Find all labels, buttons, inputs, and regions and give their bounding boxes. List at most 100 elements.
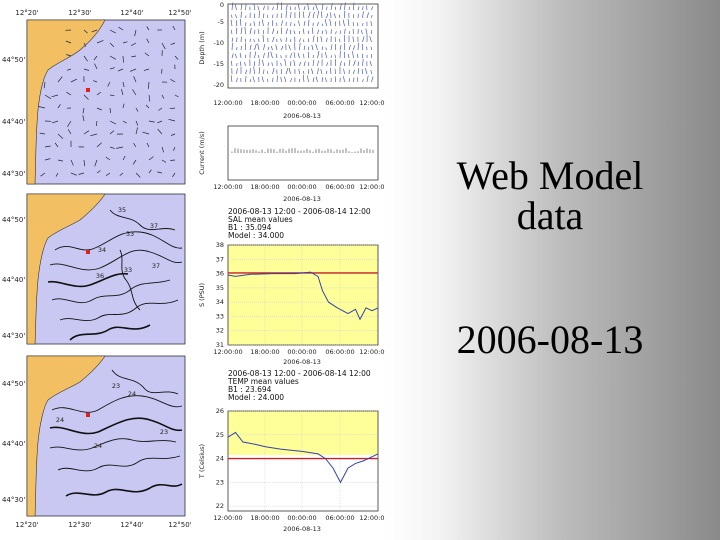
- current-arrow: [161, 42, 166, 50]
- contour-label: 23: [112, 382, 120, 390]
- current-stick: [362, 22, 364, 27]
- current-stick: [339, 45, 342, 51]
- current-stick: [335, 31, 337, 35]
- current-stick: [258, 10, 260, 19]
- current-stick: [231, 37, 234, 43]
- current-arrow: [78, 172, 85, 175]
- depth-profile-plot: Depth (m) 0 -5 -10 -15 -20 12:00:00 18:0…: [192, 0, 385, 120]
- current-stick: [263, 5, 265, 11]
- current-stick: [285, 67, 289, 75]
- lon-label: 12°20': [15, 9, 38, 17]
- x-tick-label: 00:00:00: [287, 514, 316, 522]
- current-arrow: [146, 142, 150, 148]
- current-arrow: [168, 118, 176, 122]
- current-stick: [231, 53, 234, 59]
- current-stick: [303, 70, 305, 75]
- current-arrow: [83, 42, 87, 47]
- current-stick: [352, 51, 354, 59]
- current-stick: [249, 23, 252, 27]
- current-stick: [321, 3, 324, 11]
- current-stick: [236, 47, 238, 51]
- current-arrow: [122, 55, 124, 63]
- current-arrow: [83, 159, 86, 167]
- current-stick: [244, 62, 246, 67]
- current-stick: [236, 68, 238, 75]
- current-stick: [290, 53, 292, 59]
- current-stick: [356, 77, 359, 83]
- current-arrow: [170, 78, 176, 83]
- current-stick: [235, 53, 237, 59]
- current-stick: [343, 76, 345, 83]
- current-stick: [317, 60, 319, 67]
- header-line: B1 : 23.694: [228, 385, 272, 394]
- y-axis-label: S (PSU): [198, 283, 206, 307]
- current-arrow: [109, 146, 115, 149]
- current-stick: [244, 26, 246, 35]
- current-arrow: [122, 41, 128, 44]
- current-arrow: [96, 107, 102, 111]
- current-arrow: [133, 143, 137, 148]
- current-stick: [270, 51, 273, 59]
- current-stick: [348, 59, 351, 67]
- current-stick: [276, 75, 278, 83]
- contour-label: 35: [118, 206, 126, 214]
- current-stick: [280, 62, 282, 67]
- current-arrow: [148, 120, 155, 123]
- lat-label: 44°30': [2, 332, 25, 340]
- current-stick: [245, 22, 247, 27]
- current-arrow: [174, 55, 179, 60]
- current-stick: [303, 6, 306, 11]
- current-stick: [348, 78, 351, 83]
- current-stick: [267, 46, 270, 51]
- current-stick: [245, 75, 247, 83]
- current-arrow: [172, 172, 176, 178]
- current-stick: [302, 74, 305, 83]
- current-stick: [285, 4, 288, 11]
- current-stick: [366, 75, 369, 83]
- current-stick: [235, 14, 237, 19]
- current-stick: [339, 30, 341, 35]
- current-stick: [315, 4, 318, 11]
- current-arrow: [109, 55, 117, 60]
- date-label: 2006-08-13: [283, 525, 321, 533]
- x-ticks: 12:00:00 18:00:00 00:00:00 06:00:00 12:0…: [213, 183, 385, 191]
- current-stick: [321, 23, 324, 27]
- current-arrow: [119, 172, 124, 176]
- y-tick-label: 23: [216, 478, 224, 486]
- current-arrow: [83, 130, 90, 135]
- lat-label: 44°40': [2, 118, 25, 126]
- current-stick: [321, 77, 324, 83]
- current-arrow: [170, 159, 176, 161]
- current-stick: [371, 6, 373, 11]
- y-tick-label: 24: [216, 455, 224, 463]
- current-arrow: [96, 142, 102, 148]
- current-arrow: [148, 156, 154, 161]
- current-arrow: [161, 159, 167, 163]
- current-stick: [254, 29, 256, 35]
- current-arrow: [82, 107, 85, 114]
- slide-title-line2: data: [516, 193, 584, 238]
- current-stick: [267, 71, 269, 75]
- current-arrow: [90, 133, 98, 137]
- lon-label: 12°20': [15, 521, 38, 529]
- current-arrow: [70, 78, 78, 83]
- current-stick: [326, 62, 328, 67]
- current-stick: [370, 21, 372, 27]
- current-stick: [272, 77, 274, 83]
- current-arrow: [44, 158, 51, 161]
- contour-label: 33: [126, 230, 134, 238]
- lat-label: 44°40': [2, 440, 25, 448]
- current-stick: [275, 44, 278, 51]
- current-arrow: [55, 172, 59, 177]
- current-stick: [312, 59, 315, 67]
- current-stick: [352, 36, 354, 43]
- current-stick: [271, 46, 273, 51]
- current-stick: [276, 2, 279, 11]
- current-stick: [298, 20, 300, 27]
- current-arrow: [135, 172, 141, 178]
- current-stick: [281, 20, 283, 27]
- current-arrow: [135, 127, 138, 135]
- current-vector-map: 12°20' 12°30' 12°40' 12°50' 44°50' 44°40…: [0, 0, 192, 190]
- current-arrow: [116, 146, 124, 149]
- current-stick: [267, 62, 270, 67]
